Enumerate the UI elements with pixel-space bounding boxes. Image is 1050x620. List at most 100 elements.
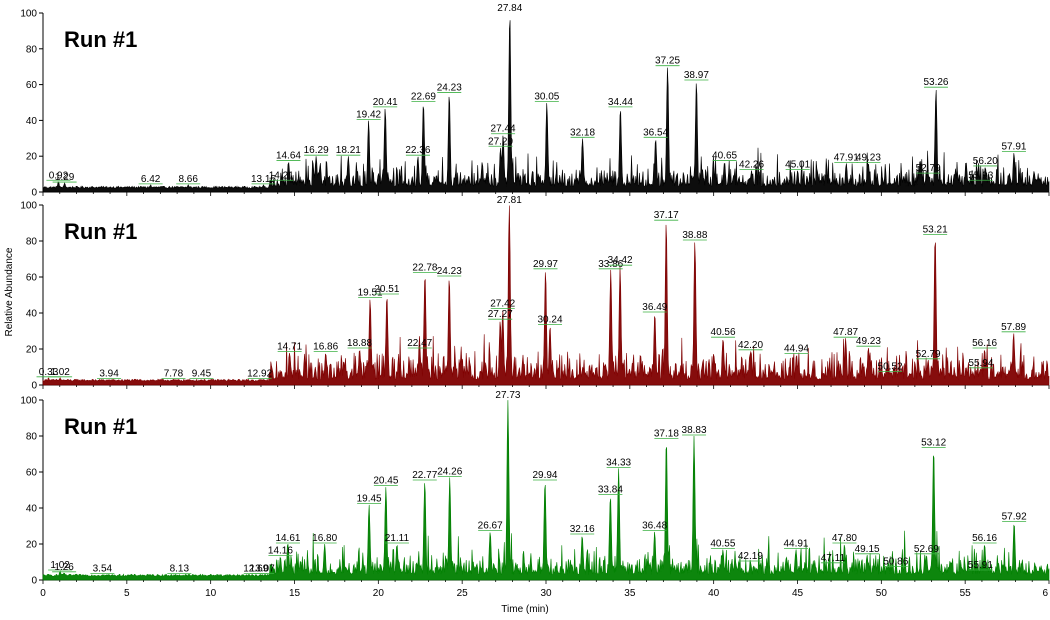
peak-label: 44.94	[784, 343, 809, 354]
peak-label: 57.91	[1001, 142, 1026, 153]
y-tick-label: 60	[26, 80, 38, 91]
peak-label: 1.29	[55, 172, 75, 183]
peak-label: 53.21	[923, 225, 948, 236]
peak-label: 40.65	[712, 151, 737, 162]
peak-label: 7.78	[164, 369, 184, 380]
peak-label: 34.33	[606, 457, 631, 468]
x-tick-label: 55	[960, 588, 972, 599]
peak-label: 44.91	[783, 538, 808, 549]
peak-label: 3.94	[99, 369, 119, 380]
peak-label: 19.45	[357, 493, 382, 504]
peak-label: 47.80	[832, 533, 857, 544]
peak-label: 22.77	[412, 470, 437, 481]
peak-label: 47.11	[821, 553, 846, 564]
peak-label: 26.67	[478, 520, 503, 531]
y-tick-label: 100	[20, 201, 37, 212]
peak-label: 21.11	[385, 533, 410, 544]
peak-label: 14.16	[268, 546, 293, 557]
x-tick-label: 5	[124, 588, 130, 599]
y-tick-label: 20	[26, 540, 38, 551]
peak-label: 20.45	[373, 475, 398, 486]
peak-label: 40.55	[710, 538, 735, 549]
peak-label: 37.25	[655, 56, 680, 67]
peak-label: 0.92	[49, 170, 69, 181]
x-axis-label: Time (min)	[501, 604, 548, 615]
peak-label: 42.19	[738, 551, 763, 562]
peak-label: 12.92	[247, 369, 272, 380]
x-tick-label: 50	[876, 588, 888, 599]
y-tick-label: 100	[20, 9, 37, 20]
peak-label: 52.79	[916, 163, 941, 174]
peak-label: 27.73	[495, 390, 520, 401]
peak-label: 30.24	[538, 315, 563, 326]
y-tick-label: 0	[31, 576, 37, 587]
peak-label: 56.20	[973, 156, 998, 167]
peak-label: 3.54	[93, 564, 113, 575]
x-tick-label: 20	[373, 588, 385, 599]
peak-label: 49.15	[855, 544, 880, 555]
x-tick-label: 35	[624, 588, 636, 599]
peak-label: 34.44	[608, 97, 633, 108]
peak-label: 22.47	[407, 338, 432, 349]
run-label: Run #1	[64, 219, 137, 244]
x-tick-label: 30	[540, 588, 552, 599]
peak-label: 14.71	[277, 342, 302, 353]
peak-label: 9.45	[192, 369, 212, 380]
peak-label: 47.87	[833, 327, 858, 338]
peak-label: 52.79	[916, 349, 941, 360]
peak-label: 34.42	[608, 255, 633, 266]
peak-label: 36.54	[643, 127, 668, 138]
peak-label: 42.20	[738, 340, 763, 351]
peak-label: 49.23	[856, 152, 881, 163]
peak-label: 18.88	[347, 338, 372, 349]
peak-label: 33.86	[598, 259, 623, 270]
peak-label: 32.16	[570, 524, 595, 535]
peak-label: 27.42	[490, 298, 515, 309]
peak-label: 16.29	[304, 145, 329, 156]
peak-label: 47.91	[834, 152, 859, 163]
peak-label: 30.05	[534, 92, 559, 103]
peak-label: 38.97	[684, 70, 709, 81]
peak-label: 45.01	[785, 160, 810, 171]
x-tick-label: 25	[457, 588, 469, 599]
peak-label: 0.33	[39, 367, 59, 378]
y-tick-label: 0	[31, 188, 37, 199]
peak-label: 32.18	[570, 127, 595, 138]
peak-label: 37.17	[654, 210, 679, 221]
peak-label: 13.07	[250, 564, 275, 575]
peak-label: 13.15	[251, 174, 276, 185]
peak-label: 40.56	[711, 327, 736, 338]
peak-label: 29.97	[533, 259, 558, 270]
y-tick-label: 100	[20, 396, 37, 407]
peak-label: 53.12	[921, 438, 946, 449]
series-trace	[42, 205, 1050, 386]
peak-label: 8.13	[170, 564, 190, 575]
peak-label: 14.64	[276, 151, 301, 162]
peak-label: 57.89	[1001, 322, 1026, 333]
peak-label: 14.61	[275, 533, 300, 544]
y-tick-label: 60	[26, 273, 38, 284]
peak-label: 27.84	[497, 3, 522, 14]
y-tick-label: 0	[31, 381, 37, 392]
y-tick-label: 40	[26, 116, 38, 127]
peak-label: 50.86	[883, 556, 908, 567]
peak-label: 27.27	[488, 309, 513, 320]
peak-label: 24.23	[437, 83, 462, 94]
y-tick-label: 40	[26, 504, 38, 515]
y-tick-label: 80	[26, 432, 38, 443]
peak-label: 16.80	[312, 533, 337, 544]
peak-label: 49.23	[856, 336, 881, 347]
x-tick-label: 0	[40, 588, 46, 599]
chromatogram-panel-2: 0 20 40 60 80 100 0.331.02 3.94 7.78 9.45 12.92 14.…	[20, 195, 1050, 392]
y-axis-label: Relative Abundance	[4, 247, 15, 336]
peak-label: 22.36	[405, 145, 430, 156]
x-axis: 0 5 10 15 20 25 30 35 40 45 50 55 6	[40, 588, 1048, 599]
peak-label: 27.29	[488, 136, 513, 147]
peak-label: 42.26	[739, 160, 764, 171]
peak-label: 19.51	[358, 288, 383, 299]
peak-label: 50.52	[878, 361, 903, 372]
peak-label: 24.26	[437, 466, 462, 477]
x-tick-label: 6	[1042, 588, 1048, 599]
